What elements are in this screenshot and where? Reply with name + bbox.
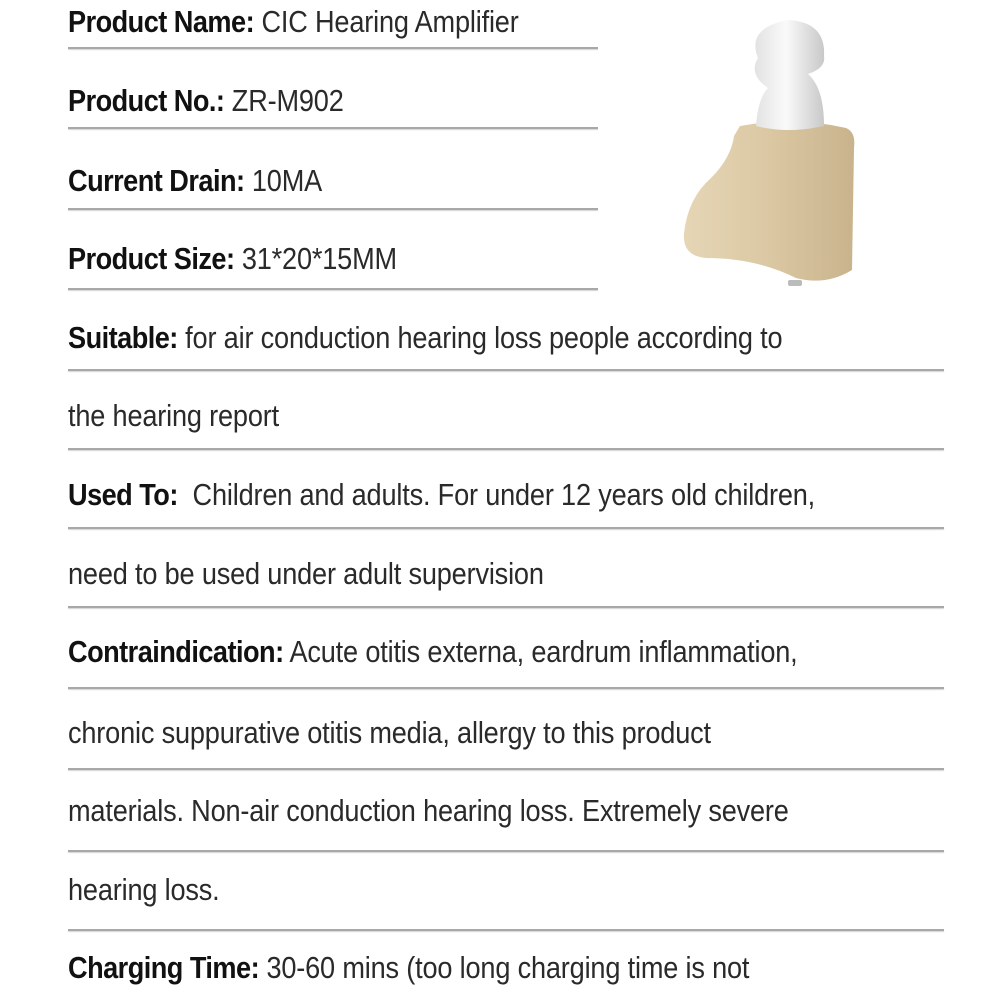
spec-label: Product No.:: [68, 83, 225, 118]
charging-contacts: [788, 280, 802, 286]
spec-label: Current Drain:: [68, 163, 245, 198]
divider: [68, 929, 944, 931]
spec-value: the hearing report: [68, 398, 279, 433]
hearing-amplifier-image: [683, 20, 855, 286]
divider: [68, 369, 944, 371]
divider: [68, 208, 598, 210]
spec-row-used-to: Used To: Children and adults. For under …: [68, 475, 922, 515]
divider: [68, 768, 944, 770]
ear-tip: [754, 20, 825, 130]
spec-value: hearing loss.: [68, 872, 220, 907]
divider: [68, 448, 944, 450]
spec-row-charging-time: Charging Time: 30-60 mins (too long char…: [68, 948, 847, 988]
spec-value: ZR-M902: [224, 83, 344, 118]
device-shell: [683, 121, 855, 281]
spec-row-continuation: need to be used under adult supervision: [68, 554, 612, 594]
spec-value: 10MA: [244, 163, 323, 198]
spec-row-continuation: the hearing report: [68, 396, 309, 436]
spec-row-product-size: Product Size: 31*20*15MM: [68, 239, 444, 279]
spec-row-continuation: materials. Non-air conduction hearing lo…: [68, 791, 892, 831]
spec-row-product-no: Product No.: ZR-M902: [68, 81, 383, 121]
spec-row-continuation: chronic suppurative otitis media, allerg…: [68, 713, 803, 753]
divider: [68, 127, 598, 129]
divider: [68, 527, 944, 529]
spec-label: Product Size:: [68, 241, 235, 276]
spec-label: Charging Time:: [68, 950, 260, 985]
spec-value: Acute otitis externa, eardrum inflammati…: [283, 634, 798, 669]
spec-row-current-drain: Current Drain: 10MA: [68, 161, 358, 201]
spec-row-continuation: hearing loss.: [68, 870, 241, 910]
spec-value: CIC Hearing Amplifier: [254, 4, 519, 39]
spec-label: Used To:: [68, 477, 178, 512]
spec-value: materials. Non-air conduction hearing lo…: [68, 793, 789, 828]
divider: [68, 606, 944, 608]
spec-row-product-name: Product Name: CIC Hearing Amplifier: [68, 2, 583, 42]
divider: [68, 687, 944, 689]
spec-value: need to be used under adult supervision: [68, 556, 544, 591]
spec-value: chronic suppurative otitis media, allerg…: [68, 715, 711, 750]
divider: [68, 288, 598, 290]
spec-value: 31*20*15MM: [234, 241, 397, 276]
spec-label: Suitable:: [68, 320, 178, 355]
spec-row-suitable: Suitable: for air conduction hearing los…: [68, 318, 885, 358]
divider: [68, 47, 598, 49]
spec-label: Contraindication:: [68, 634, 284, 669]
spec-label: Product Name:: [68, 4, 255, 39]
spec-value: Children and adults. For under 12 years …: [177, 477, 816, 512]
divider: [68, 850, 944, 852]
spec-row-contraindication: Contraindication: Acute otitis externa, …: [68, 632, 902, 672]
spec-value: 30-60 mins (too long charging time is no…: [259, 950, 750, 985]
spec-value: for air conduction hearing loss people a…: [177, 320, 783, 355]
